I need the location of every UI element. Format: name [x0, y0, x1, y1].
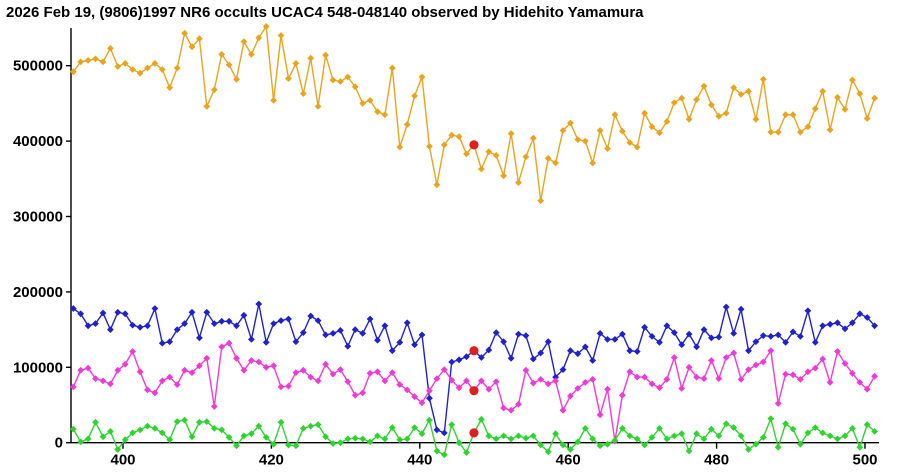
y-tick-label: 400000 [13, 133, 63, 150]
background-green-markers [69, 415, 878, 459]
event-marked-points [469, 428, 479, 438]
x-tick-label: 420 [259, 452, 284, 469]
x-tick-label: 460 [556, 452, 581, 469]
event-marked-points [469, 386, 479, 396]
x-tick-label: 400 [110, 452, 135, 469]
y-tick-label: 100000 [13, 359, 63, 376]
event-marked-points [469, 346, 479, 356]
x-tick-label: 480 [704, 452, 729, 469]
event-marked-points [469, 140, 479, 150]
comparison-blue-markers [69, 300, 878, 437]
x-tick-label: 440 [407, 452, 432, 469]
comparison-blue-line [72, 303, 876, 434]
target-orange-line [72, 24, 876, 201]
chart-title: 2026 Feb 19, (9806)1997 NR6 occults UCAC… [6, 4, 644, 21]
y-tick-label: 300000 [13, 209, 63, 226]
y-tick-label: 0 [55, 435, 63, 452]
y-tick-label: 200000 [13, 284, 63, 301]
y-tick-label: 500000 [13, 58, 63, 75]
x-tick-label: 500 [852, 452, 877, 469]
